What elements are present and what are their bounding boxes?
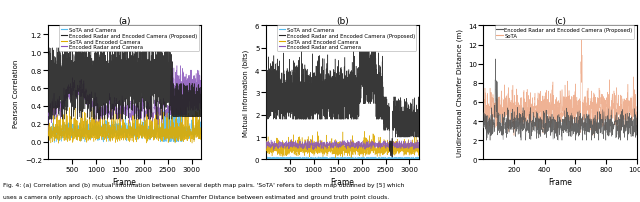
Legend: Encoded Radar and Encoded Camera (Proposed), SoTA: Encoded Radar and Encoded Camera (Propos… xyxy=(495,26,634,40)
Y-axis label: Pearson Correlation: Pearson Correlation xyxy=(13,59,19,127)
Text: Fig. 4: (a) Correlation and (b) mutual information between several depth map pai: Fig. 4: (a) Correlation and (b) mutual i… xyxy=(3,182,404,187)
Title: (a): (a) xyxy=(118,17,131,26)
Y-axis label: Mutual Information (bits): Mutual Information (bits) xyxy=(243,49,250,136)
Text: uses a camera only approach. (c) shows the Unidirectional Chamfer Distance betwe: uses a camera only approach. (c) shows t… xyxy=(3,194,389,199)
Title: (c): (c) xyxy=(554,17,566,26)
Y-axis label: Unidirectional Chamfer Distance (m): Unidirectional Chamfer Distance (m) xyxy=(456,29,463,157)
Legend: SoTA and Camera, Encoded Radar and Encoded Camera (Proposed), SoTA and Encoded C: SoTA and Camera, Encoded Radar and Encod… xyxy=(277,26,417,52)
Title: (b): (b) xyxy=(336,17,349,26)
Legend: SoTA and Camera, Encoded Radar and Encoded Camera (Proposed), SoTA and Encoded C: SoTA and Camera, Encoded Radar and Encod… xyxy=(60,26,198,52)
X-axis label: Frame: Frame xyxy=(113,177,136,186)
X-axis label: Frame: Frame xyxy=(548,177,572,186)
X-axis label: Frame: Frame xyxy=(330,177,355,186)
